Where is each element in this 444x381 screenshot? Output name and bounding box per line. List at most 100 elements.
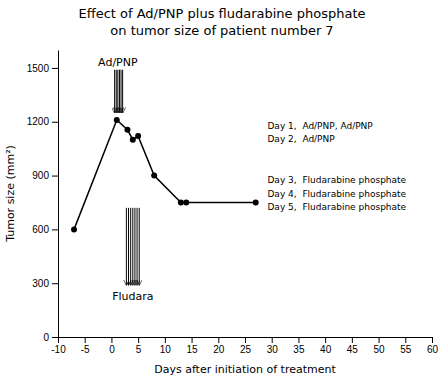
x-tick: 0 <box>109 337 115 355</box>
x-tick-mark <box>218 337 219 343</box>
data-point <box>178 199 184 205</box>
x-tick: 40 <box>320 337 332 355</box>
subtitle: on tumor size of patient number 7 <box>110 23 333 38</box>
y-tick-label: 300 <box>32 278 49 289</box>
x-tick-label: -5 <box>81 344 90 355</box>
x-tick-mark <box>165 337 166 343</box>
y-tick-label: 1200 <box>27 116 50 127</box>
arrow <box>119 70 120 113</box>
x-tick-label: -10 <box>51 344 66 355</box>
data-point <box>124 127 130 133</box>
x-tick: 60 <box>427 337 439 355</box>
x-tick-label: 5 <box>136 344 142 355</box>
arrow <box>130 208 131 285</box>
x-tick-mark <box>352 337 353 343</box>
y-axis-line <box>58 51 59 338</box>
note: Day 3, Fludarabine phosphate <box>267 175 406 185</box>
arrow <box>139 208 140 285</box>
x-tick-mark <box>298 337 299 343</box>
note: Day 5, Fludarabine phosphate <box>267 202 406 212</box>
data-point <box>253 199 259 205</box>
y-tick-mark <box>52 337 58 338</box>
annotation-label: Fludara <box>112 290 153 303</box>
arrow <box>128 208 129 285</box>
x-tick-label: 15 <box>187 344 199 355</box>
x-tick-mark <box>325 337 326 343</box>
arrow <box>126 208 127 285</box>
arrow <box>122 70 123 113</box>
x-tick-mark <box>138 337 139 343</box>
x-tick-mark <box>245 337 246 343</box>
y-tick-mark <box>52 68 58 69</box>
x-tick: 55 <box>400 337 412 355</box>
arrow <box>121 70 122 113</box>
note: Day 4, Fludarabine phosphate <box>267 189 406 199</box>
title: Effect of Ad/PNP plus fludarabine phosph… <box>78 6 365 21</box>
x-tick-label: 0 <box>109 344 115 355</box>
arrow <box>132 208 133 285</box>
data-point <box>114 117 120 123</box>
y-tick: 600 <box>32 224 58 235</box>
y-tick-label: 0 <box>43 332 49 343</box>
x-tick-mark <box>111 337 112 343</box>
data-point <box>151 173 157 179</box>
chart: Effect of Ad/PNP plus fludarabine phosph… <box>0 0 444 381</box>
arrow <box>114 70 115 113</box>
arrow <box>137 208 138 285</box>
x-tick: 30 <box>267 337 279 355</box>
x-tick-mark <box>379 337 380 343</box>
x-tick: 10 <box>160 337 172 355</box>
x-tick: 25 <box>240 337 252 355</box>
y-tick: 900 <box>32 170 58 181</box>
x-tick-mark <box>432 337 433 343</box>
data-point <box>183 199 189 205</box>
y-tick-label: 1500 <box>27 63 50 74</box>
x-tick: -5 <box>81 337 90 355</box>
arrow <box>134 208 135 285</box>
annotation-label: Ad/PNP <box>98 56 138 69</box>
x-tick-label: 30 <box>267 344 279 355</box>
x-tick: 15 <box>187 337 199 355</box>
x-tick-label: 10 <box>160 344 172 355</box>
y-tick-label: 900 <box>32 170 49 181</box>
x-tick-mark <box>192 337 193 343</box>
y-tick-mark <box>52 176 58 177</box>
x-tick-label: 35 <box>293 344 305 355</box>
y-tick-mark <box>52 229 58 230</box>
x-tick: 45 <box>347 337 359 355</box>
arrow <box>117 70 118 113</box>
y-tick-label: 600 <box>32 224 49 235</box>
x-tick-label: 60 <box>427 344 439 355</box>
y-tick: 1500 <box>27 63 58 74</box>
x-tick-label: 45 <box>347 344 359 355</box>
x-tick-mark <box>58 337 59 343</box>
y-tick-mark <box>52 122 58 123</box>
y-tick: 1200 <box>27 116 58 127</box>
data-point <box>135 133 141 139</box>
y-axis: 0 300 600 900 1200 1500 <box>27 51 59 343</box>
x-tick-label: 40 <box>320 344 332 355</box>
arrow <box>116 70 117 113</box>
y-tick-mark <box>52 283 58 284</box>
note: Day 1, Ad/PNP, Ad/PNP <box>267 121 373 131</box>
x-tick-label: 55 <box>400 344 412 355</box>
x-tick-mark <box>85 337 86 343</box>
plot: -10-505101520253035404550556003006009001… <box>27 51 439 356</box>
data-line <box>74 120 256 229</box>
x-tick-mark <box>272 337 273 343</box>
y-axis-label: Tumor size (mm²) <box>4 145 17 243</box>
y-tick: 0 <box>43 332 58 343</box>
marks <box>71 70 259 285</box>
data-point <box>71 226 77 232</box>
x-axis: -10 -5 0 5 10 15 20 25 30 35 40 45 50 55 60 <box>51 337 438 355</box>
x-tick: 35 <box>293 337 305 355</box>
x-tick: 20 <box>213 337 225 355</box>
x-tick-mark <box>405 337 406 343</box>
y-tick: 300 <box>32 278 58 289</box>
data-point <box>130 137 136 143</box>
note: Day 2, Ad/PNP <box>267 134 335 144</box>
x-axis-label: Days after initiation of treatment <box>154 363 336 376</box>
x-tick: 5 <box>136 337 142 355</box>
x-tick: 50 <box>374 337 386 355</box>
x-tick-label: 25 <box>240 344 252 355</box>
